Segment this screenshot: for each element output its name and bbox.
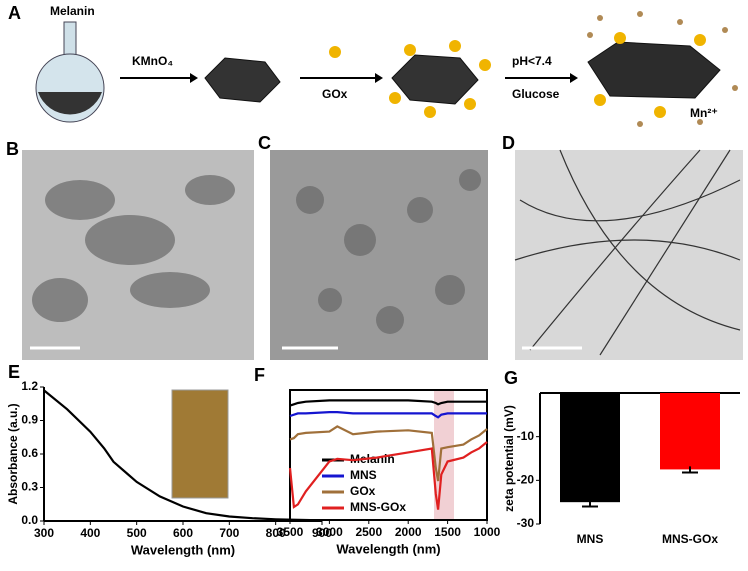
flask-neck bbox=[63, 21, 77, 59]
sheet bbox=[391, 54, 479, 105]
texture bbox=[32, 175, 235, 322]
frame bbox=[289, 389, 488, 521]
x-tick-label: 600 bbox=[173, 526, 193, 540]
panel-label: C bbox=[258, 133, 271, 153]
arrow-head bbox=[570, 73, 578, 83]
label: Melanin bbox=[50, 4, 95, 18]
y-tick-label: 0.0 bbox=[21, 513, 38, 527]
x-tick-label: 800 bbox=[266, 526, 286, 540]
highlight-band bbox=[434, 390, 454, 520]
spectrum bbox=[288, 441, 488, 510]
sheet bbox=[204, 57, 281, 103]
panel-label: G bbox=[504, 368, 518, 388]
fibers bbox=[514, 149, 741, 356]
error-bar bbox=[582, 497, 598, 508]
y-tick-label: -10 bbox=[517, 429, 535, 443]
x-axis-label: Wavelength (nm) bbox=[131, 542, 235, 557]
label: Glucose bbox=[512, 87, 560, 101]
x-tick-label: 1500 bbox=[434, 525, 461, 539]
x-tick-label: MNS-GOx bbox=[662, 532, 718, 546]
x-tick-label: MNS bbox=[577, 532, 604, 546]
texture bbox=[296, 169, 481, 334]
panel-label: F bbox=[254, 365, 265, 385]
label: KMnO₄ bbox=[132, 54, 173, 68]
legend-label: MNS-GOx bbox=[350, 500, 406, 514]
y-tick-label: 0.9 bbox=[21, 413, 38, 427]
flask-liquid bbox=[38, 92, 102, 115]
x-tick-label: 300 bbox=[34, 526, 54, 540]
sheet-degraded bbox=[587, 41, 721, 99]
y-tick-label: 0.3 bbox=[21, 480, 38, 494]
panel-label: A bbox=[8, 3, 21, 23]
bar bbox=[660, 393, 720, 470]
x-tick-label: 700 bbox=[219, 526, 239, 540]
spectrum bbox=[289, 399, 487, 407]
label: Mn²⁺ bbox=[690, 106, 718, 120]
enzymes bbox=[594, 32, 706, 118]
enzymes bbox=[389, 40, 491, 118]
micrograph bbox=[515, 150, 743, 360]
x-tick-label: 2500 bbox=[355, 525, 382, 539]
x-tick-label: 1000 bbox=[474, 525, 501, 539]
inset-photo bbox=[171, 389, 229, 499]
x-tick-label: 900 bbox=[312, 526, 332, 540]
y-tick-label: 0.6 bbox=[21, 446, 38, 460]
x-tick-label: 3000 bbox=[316, 525, 343, 539]
label: GOx bbox=[322, 87, 348, 101]
panel-label: D bbox=[502, 133, 515, 153]
spectrum bbox=[289, 411, 487, 419]
label: pH<7.4 bbox=[512, 54, 552, 68]
schematic: A Melanin KMnO₄ GOx pH<7.4 Glucose Mn²⁺ bbox=[8, 3, 738, 127]
y-tick-label: -30 bbox=[517, 516, 535, 530]
legend-label: MNS bbox=[350, 468, 377, 482]
x-axis-label: Wavelength (nm) bbox=[336, 541, 440, 556]
panel-label: E bbox=[8, 362, 20, 382]
x-tick-label: 400 bbox=[80, 526, 100, 540]
x-tick-label: 3500 bbox=[277, 525, 304, 539]
micrographs: B C D bbox=[6, 133, 743, 360]
arrow-head bbox=[375, 73, 383, 83]
spectrum bbox=[289, 425, 488, 482]
y-tick-label: 1.2 bbox=[21, 379, 38, 393]
x-tick-label: 500 bbox=[127, 526, 147, 540]
curve bbox=[43, 389, 323, 522]
legend-label: GOx bbox=[350, 484, 376, 498]
y-tick-label: -20 bbox=[517, 473, 535, 487]
panel-label: B bbox=[6, 139, 19, 159]
y-axis-label: zeta potential (mV) bbox=[502, 405, 516, 512]
y-axis-label: Absorbance (a.u.) bbox=[6, 403, 20, 504]
bar bbox=[560, 393, 620, 503]
enzyme bbox=[329, 46, 341, 58]
error-bar bbox=[682, 466, 698, 474]
ions bbox=[587, 11, 738, 127]
x-tick-label: 2000 bbox=[395, 525, 422, 539]
arrow-head bbox=[190, 73, 198, 83]
